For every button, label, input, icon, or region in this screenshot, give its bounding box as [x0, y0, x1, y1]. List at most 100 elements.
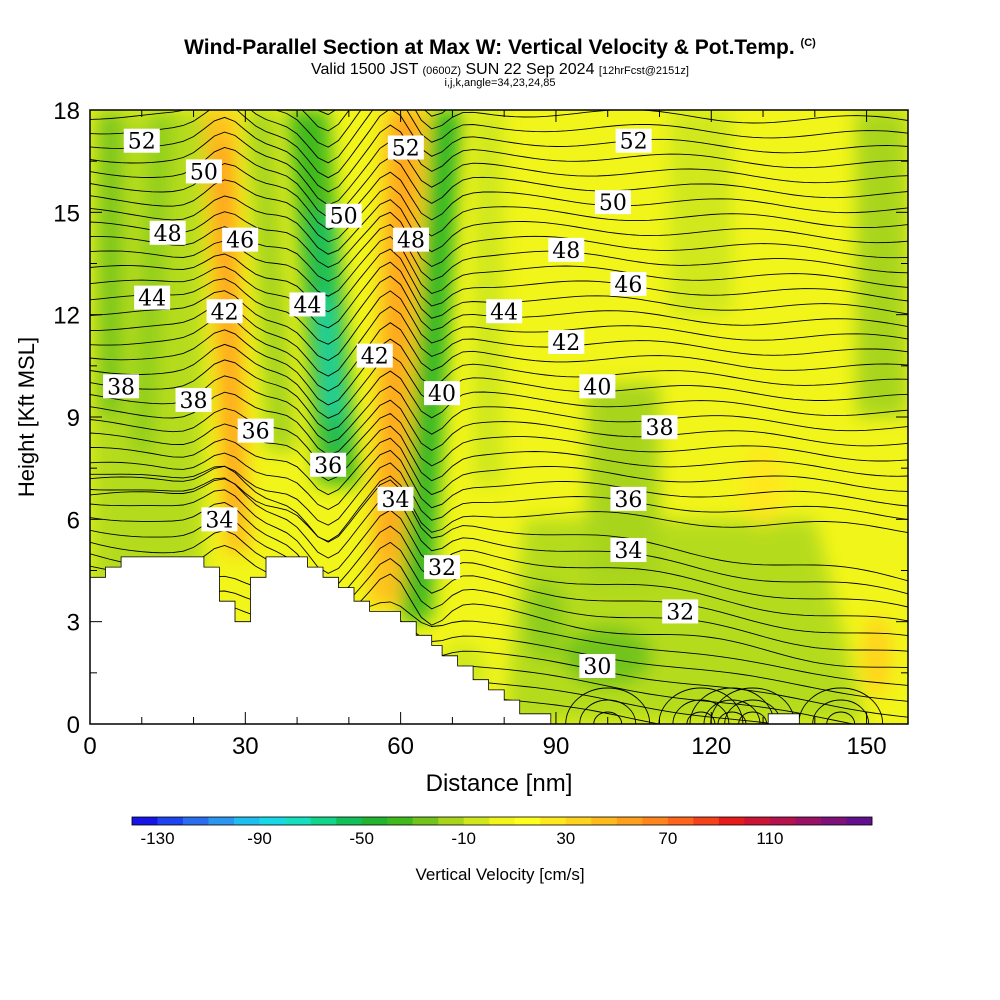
- updraft-core-1: [214, 144, 241, 520]
- valid-date: SUN 22 Sep 2024: [465, 61, 595, 78]
- contour-label-box: [424, 381, 461, 406]
- contour-label-box: [175, 387, 212, 412]
- lowlevel-contour: [798, 687, 884, 724]
- contour-label-text: 44: [138, 287, 166, 312]
- isentrope-line: [90, 110, 908, 164]
- contour-label-box: [149, 220, 186, 245]
- colorbar-swatch: [642, 817, 669, 825]
- contour-label: 52: [387, 135, 424, 162]
- contour-label-text: 36: [614, 488, 642, 513]
- isentrope-line: [90, 359, 908, 432]
- contour-label-text: 50: [330, 205, 358, 230]
- lowlevel-contour: [579, 699, 637, 724]
- isentrope-line: [90, 248, 908, 313]
- contour-label-box: [662, 599, 699, 624]
- colorbar-swatch: [412, 817, 439, 825]
- isentrope-line: [90, 375, 908, 444]
- patch-r2: [587, 382, 660, 588]
- colorbar-swatch: [667, 817, 694, 825]
- isentrope-line: [90, 565, 908, 686]
- contour-label: 48: [548, 237, 585, 264]
- contour-label-text: 30: [583, 655, 611, 680]
- y-axis-label: Height [Kft MSL]: [14, 337, 39, 497]
- lowlevel-contour: [710, 687, 796, 724]
- colorbar-swatch: [438, 817, 465, 825]
- colorbar-swatch: [259, 817, 286, 825]
- contour-label: 50: [325, 203, 362, 230]
- contour-label: 38: [103, 374, 140, 400]
- colorbar-swatch: [769, 817, 796, 825]
- contour-label: 30: [579, 654, 616, 680]
- isentrope-line: [90, 110, 908, 179]
- colorbar-swatch: [744, 817, 771, 825]
- colorbar-swatch: [540, 817, 567, 825]
- patch-r1: [473, 110, 505, 486]
- contour-label-text: 34: [381, 488, 409, 513]
- x-tick-label: 30: [232, 733, 259, 760]
- colorbar-label: Vertical Velocity [cm/s]: [415, 865, 584, 884]
- colorbar-tick-label: -50: [349, 829, 374, 848]
- contour-label-box: [356, 343, 393, 368]
- contour-label-box: [134, 285, 171, 310]
- colorbar-swatch: [132, 817, 158, 825]
- colorbar-swatch: [616, 817, 643, 825]
- isentrope-line: [90, 578, 908, 702]
- contour-label-box: [615, 128, 652, 153]
- contour-label-text: 38: [645, 416, 673, 441]
- x-tick-label: 0: [83, 733, 96, 760]
- isentrope-line: [90, 223, 908, 282]
- isentrope-line: [90, 179, 908, 243]
- lowlevel-contour: [593, 711, 623, 724]
- contour-label-box: [185, 159, 222, 184]
- colorbar-swatch: [565, 817, 592, 825]
- contour-label: 46: [610, 271, 647, 298]
- isentrope-line: [90, 449, 908, 511]
- colorbar-tick-label: 30: [556, 829, 575, 848]
- colorbar-swatch: [387, 817, 413, 825]
- y-tick-label: 9: [67, 405, 80, 432]
- contour-label-text: 40: [583, 375, 611, 400]
- colorbar-swatch: [285, 817, 311, 825]
- patch-r4: [856, 110, 908, 417]
- lowlevel-contour: [658, 687, 744, 724]
- contour-label-text: 48: [397, 229, 425, 254]
- colorbar-swatch: [463, 817, 490, 825]
- contour-label-box: [641, 415, 678, 440]
- contour-label-text: 46: [226, 229, 254, 254]
- isentrope-line: [90, 211, 908, 268]
- contour-label: 50: [594, 190, 631, 216]
- colorbar-tick-label: 70: [658, 829, 677, 848]
- contour-label: 44: [289, 292, 326, 318]
- y-tick-label: 6: [67, 507, 80, 534]
- lowlevel-up-right: [862, 615, 891, 696]
- contour-label-text: 50: [190, 160, 218, 185]
- contour-label: 32: [662, 599, 699, 625]
- contour-label-text: 38: [180, 389, 208, 414]
- contour-label-text: 52: [392, 137, 420, 162]
- terrain: [90, 556, 908, 725]
- x-tick-label: 90: [543, 733, 570, 760]
- contour-label-text: 46: [614, 273, 642, 298]
- isentrope-line: [316, 110, 337, 116]
- terrain-outline: [90, 556, 908, 725]
- lowlevel-contour: [565, 687, 651, 724]
- isentrope-line: [90, 195, 908, 255]
- contour-label: 52: [615, 128, 652, 155]
- colorbar-swatch: [591, 817, 618, 825]
- colorbar-swatch: [489, 817, 516, 825]
- isentrope-line: [90, 423, 908, 482]
- contour-label-box: [325, 203, 362, 228]
- colorbar-swatch: [310, 817, 337, 825]
- contour-label-box: [486, 299, 523, 324]
- colorbar-tick-label: -90: [247, 829, 272, 848]
- contour-label-text: 40: [428, 382, 456, 407]
- colorbar-swatch: [183, 817, 209, 825]
- contour-label: 48: [149, 220, 186, 247]
- contour-label-box: [579, 654, 616, 679]
- colorbar-swatch: [157, 817, 184, 825]
- isentrope-line: [90, 116, 908, 193]
- contour-label-text: 34: [205, 508, 233, 533]
- lowlevel-contour: [703, 699, 761, 724]
